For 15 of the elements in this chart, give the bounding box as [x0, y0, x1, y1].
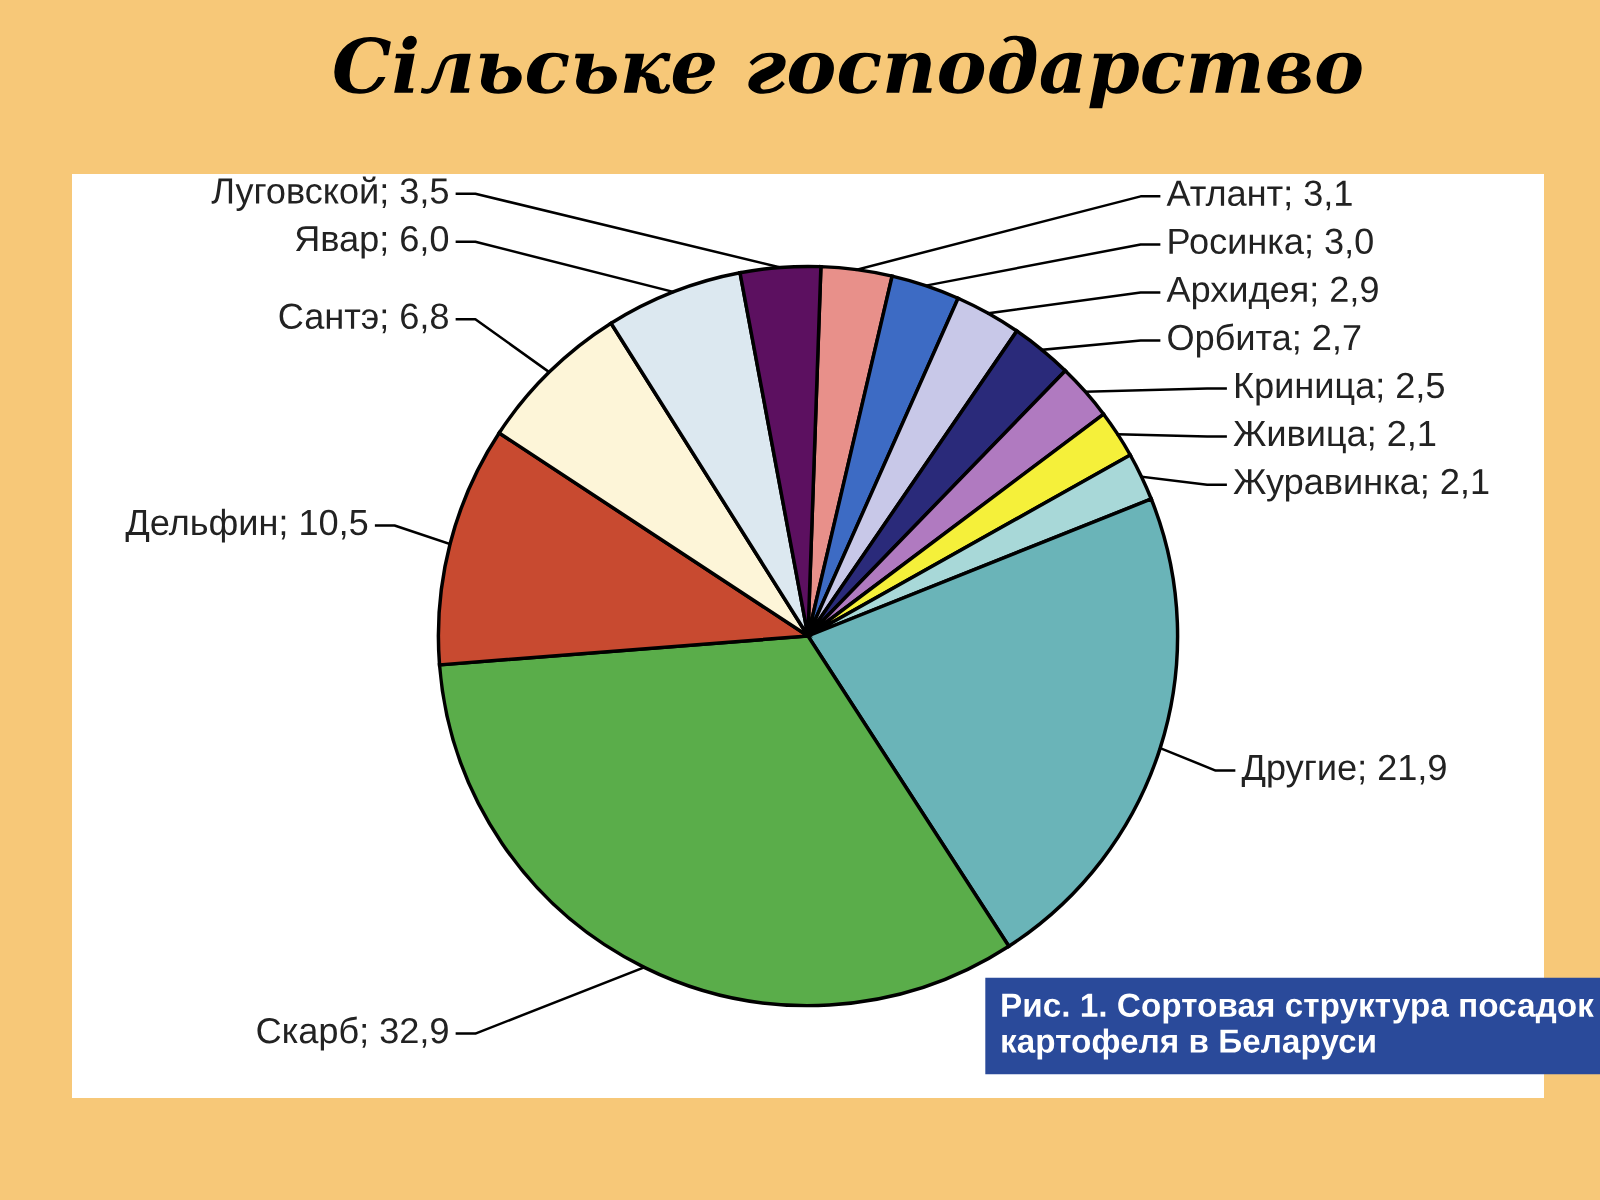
slice-label: Сантэ; 6,8	[279, 303, 448, 334]
chart-title: Сільське господарство	[334, 35, 1362, 109]
slice-label: Криница; 2,5	[1236, 372, 1444, 406]
slice-label: Луговской; 3,5	[211, 176, 448, 211]
slice-label: Явар; 6,0	[295, 225, 449, 259]
text: Рис. 1. Сортовая структура посадок картофеля в Беларуси	[1002, 993, 1594, 1060]
slice-label: Росинка; 3,0	[1169, 228, 1373, 259]
slice-label: Другие; 21,9	[1241, 754, 1446, 788]
slice-label: Дельфин; 10,5	[125, 508, 368, 543]
slice-label: Орбита; 2,7	[1168, 323, 1361, 358]
slice-label: Скарб; 32,9	[257, 1016, 448, 1051]
slice-label: Архидея; 2,9	[1166, 276, 1378, 310]
slice-label: Живица; 2,1	[1233, 420, 1436, 454]
slice-label: Журавинка; 2,1	[1233, 468, 1489, 502]
slice-label: Атлант; 3,1	[1166, 180, 1352, 211]
